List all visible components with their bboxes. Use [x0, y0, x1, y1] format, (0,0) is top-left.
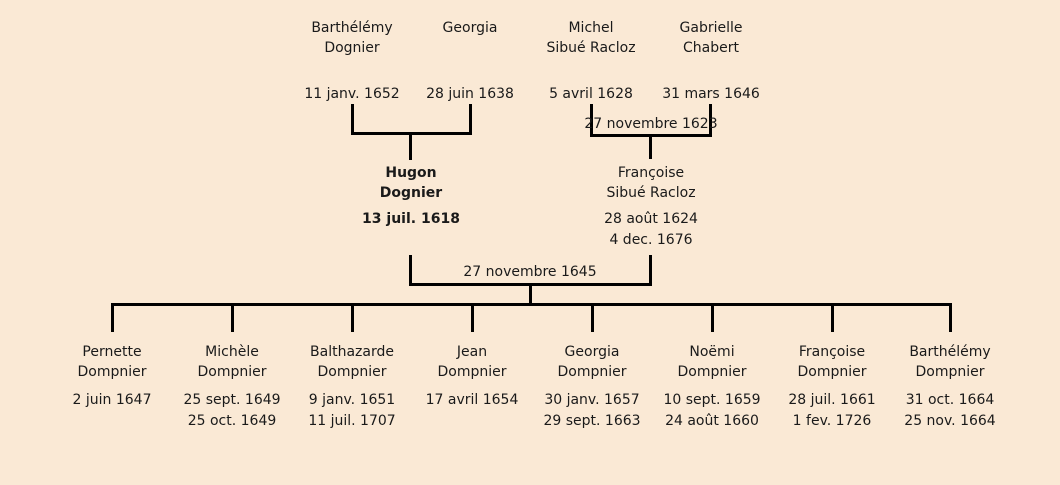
connector-line — [111, 303, 114, 332]
person-name: Chabert — [683, 40, 739, 56]
person-date: 31 mars 1646 — [662, 86, 760, 102]
person-date: 13 juil. 1618 — [362, 211, 460, 227]
person-name: Dompnier — [557, 364, 627, 380]
connector-line — [409, 255, 412, 286]
person-node-hugon-dognier[interactable]: Hugon Dognier 13 juil. 1618 — [362, 163, 460, 230]
person-node-michel-sibue-racloz[interactable]: Michel Sibué Racloz 5 avril 1628 — [546, 18, 635, 104]
person-name: Françoise — [798, 344, 866, 360]
person-name: Pernette — [82, 344, 142, 360]
person-date: 29 sept. 1663 — [543, 413, 641, 429]
marriage-date-label[interactable]: 27 novembre 1623 — [584, 116, 718, 132]
person-name: Dompnier — [197, 364, 267, 380]
connector-line — [469, 104, 472, 135]
person-date: 30 janv. 1657 — [544, 392, 640, 408]
connector-line — [949, 303, 952, 332]
person-name: Dompnier — [677, 364, 747, 380]
person-name: Hugon — [385, 165, 437, 181]
person-name: Georgia — [442, 20, 498, 36]
person-node-francoise-dompnier[interactable]: Françoise Dompnier 28 juil. 1661 1 fev. … — [788, 342, 875, 432]
person-date: 31 oct. 1664 — [905, 392, 995, 408]
person-date: 11 janv. 1652 — [304, 86, 400, 102]
person-name: Françoise — [617, 165, 685, 181]
person-node-georgia-dompnier[interactable]: Georgia Dompnier 30 janv. 1657 29 sept. … — [543, 342, 640, 432]
person-name: Georgia — [564, 344, 620, 360]
connector-line — [649, 137, 652, 159]
person-date: 5 avril 1628 — [549, 86, 633, 102]
connector-line — [409, 135, 412, 160]
person-node-pernette-dompnier[interactable]: Pernette Dompnier 2 juin 1647 — [73, 342, 152, 411]
person-date: 2 juin 1647 — [72, 392, 152, 408]
connector-line — [831, 303, 834, 332]
person-date: 25 sept. 1649 — [183, 392, 281, 408]
person-name: Jean — [456, 344, 488, 360]
person-name: Dognier — [324, 40, 380, 56]
person-node-barthelemy-dompnier[interactable]: Barthélémy Dompnier 31 oct. 1664 25 nov.… — [904, 342, 995, 432]
person-date: 1 fev. 1726 — [792, 413, 872, 429]
person-node-balthazarde-dompnier[interactable]: Balthazarde Dompnier 9 janv. 1651 11 jui… — [308, 342, 395, 432]
connector-line — [351, 132, 472, 135]
person-node-georgia[interactable]: Georgia 28 juin 1638 — [426, 18, 514, 104]
person-date: 28 juil. 1661 — [788, 392, 876, 408]
person-node-gabrielle-chabert[interactable]: Gabrielle Chabert 31 mars 1646 — [662, 18, 760, 104]
connector-line — [649, 255, 652, 286]
person-name: Dompnier — [437, 364, 507, 380]
marriage-date-label[interactable]: 27 novembre 1645 — [463, 264, 597, 280]
connector-line — [351, 104, 354, 135]
person-name: Dompnier — [797, 364, 867, 380]
person-name: Balthazarde — [310, 344, 394, 360]
person-date: 25 nov. 1664 — [904, 413, 996, 429]
connector-line — [711, 303, 714, 332]
person-name: Dompnier — [77, 364, 147, 380]
connector-line — [471, 303, 474, 332]
person-node-jean-dompnier[interactable]: Jean Dompnier 17 avril 1654 — [426, 342, 519, 411]
person-name: Dompnier — [915, 364, 985, 380]
person-date: 11 juil. 1707 — [308, 413, 396, 429]
person-name: Noëmi — [689, 344, 735, 360]
person-date: 17 avril 1654 — [425, 392, 519, 408]
person-name: Michel — [568, 20, 614, 36]
person-name: Michèle — [205, 344, 259, 360]
person-date: 4 dec. 1676 — [609, 232, 693, 248]
person-name: Barthélémy — [909, 344, 991, 360]
connector-line — [231, 303, 234, 332]
person-date: 10 sept. 1659 — [663, 392, 761, 408]
person-date: 24 août 1660 — [665, 413, 759, 429]
person-date: 28 juin 1638 — [426, 86, 514, 102]
person-name: Sibué Racloz — [606, 185, 696, 201]
connector-line — [111, 303, 952, 306]
connector-line — [409, 283, 652, 286]
person-name: Gabrielle — [679, 20, 743, 36]
person-date: 28 août 1624 — [604, 211, 698, 227]
connector-line — [590, 104, 593, 137]
person-date: 9 janv. 1651 — [308, 392, 396, 408]
person-node-michele-dompnier[interactable]: Michèle Dompnier 25 sept. 1649 25 oct. 1… — [183, 342, 280, 432]
person-name: Sibué Racloz — [546, 40, 636, 56]
person-name: Dognier — [379, 185, 443, 201]
person-name: Dompnier — [317, 364, 387, 380]
connector-line — [709, 104, 712, 137]
person-node-noemi-dompnier[interactable]: Noëmi Dompnier 10 sept. 1659 24 août 166… — [663, 342, 760, 432]
connector-line — [529, 286, 532, 305]
connector-line — [351, 303, 354, 332]
person-date: 25 oct. 1649 — [187, 413, 277, 429]
connector-line — [591, 303, 594, 332]
person-name: Barthélémy — [311, 20, 393, 36]
person-node-barthelemy-dognier[interactable]: Barthélémy Dognier 11 janv. 1652 — [304, 18, 399, 104]
person-node-francoise-sibue-racloz[interactable]: Françoise Sibué Racloz 28 août 1624 4 de… — [604, 163, 698, 251]
connector-line — [590, 134, 712, 137]
